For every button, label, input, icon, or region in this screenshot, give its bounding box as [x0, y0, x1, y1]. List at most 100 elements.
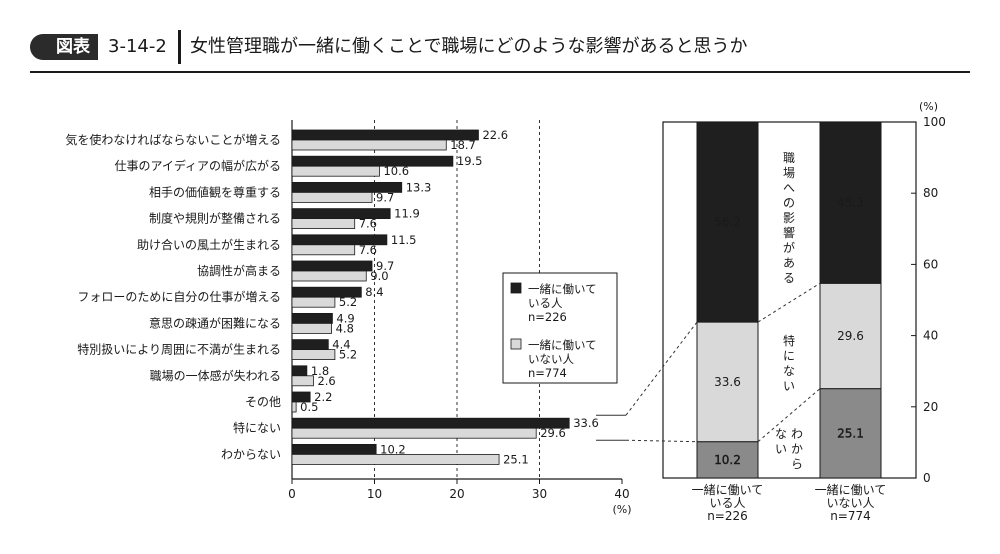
- category-label: 意思の疎通が困難になる: [149, 315, 281, 330]
- data-label: 29.6: [540, 426, 566, 440]
- segment-name-char: る: [783, 271, 795, 285]
- stacked-category-label: n=774: [830, 509, 871, 523]
- data-label: 8.4: [365, 285, 383, 299]
- segment-name-char: い: [775, 442, 787, 456]
- segment-name-char: ら: [791, 457, 803, 471]
- bar-not-worked-with: [291, 375, 314, 387]
- x-tick-label: 10: [367, 487, 382, 501]
- stacked-segment: [696, 441, 759, 479]
- segment-name-char: な: [783, 364, 795, 378]
- segment-name-char: な: [775, 427, 787, 441]
- legend-swatch: [510, 338, 522, 350]
- bar-worked-with: [291, 339, 329, 351]
- bar-worked-with: [291, 391, 311, 403]
- segment-name-char: へ: [783, 181, 795, 195]
- data-label: 4.8: [336, 321, 354, 335]
- stacked-chart-frame: [662, 121, 917, 479]
- y-tick-label: 80: [923, 186, 938, 200]
- bar-not-worked-with: [291, 322, 332, 334]
- bar-worked-with: [291, 312, 333, 324]
- category-label: その他: [245, 395, 281, 409]
- data-label: 10.6: [383, 164, 409, 178]
- bar-not-worked-with: [291, 453, 500, 465]
- segment-name-char: 響: [783, 225, 795, 240]
- stacked-segment: [696, 321, 759, 443]
- figure-header: 図表 3-14-2 女性管理職が一緒に働くことで職場にどのような影響があると思う…: [0, 0, 1000, 73]
- y-tick-label: 60: [923, 257, 938, 271]
- segment-name-char: あ: [783, 256, 795, 270]
- data-label: 33.6: [573, 416, 599, 430]
- header-rule: [30, 71, 970, 73]
- y-tick-label: 40: [923, 329, 938, 343]
- segment-name-char: 特: [783, 333, 795, 348]
- category-label: 気を使わなければならないことが増える: [65, 132, 281, 147]
- segment-name-char: わ: [791, 427, 803, 441]
- data-label: 1.8: [311, 364, 329, 378]
- x-tick-label: 0: [288, 487, 296, 501]
- bar-worked-with: [291, 365, 308, 377]
- category-label: 制度や規則が整備される: [149, 211, 281, 226]
- segment-name-char: か: [791, 442, 803, 456]
- legend-label: いない人: [528, 352, 574, 366]
- legend-label: 一緒に働いて: [528, 338, 597, 352]
- category-label: 特別扱いにより周囲に不満が生まれる: [77, 342, 281, 357]
- data-label: 2.6: [317, 374, 335, 388]
- data-label: 11.5: [391, 233, 417, 247]
- x-tick-label: 20: [449, 487, 464, 501]
- stacked-category-label: いない人: [826, 496, 874, 510]
- bar-worked-with: [291, 417, 570, 429]
- x-tick-label: 40: [614, 487, 629, 501]
- data-label: 18.7: [450, 138, 476, 152]
- legend-label: 一緒に働いて: [528, 282, 597, 296]
- bar-worked-with: [291, 443, 377, 455]
- data-label: 7.6: [359, 243, 377, 257]
- stacked-category-label: n=226: [707, 509, 748, 523]
- data-label: 22.6: [482, 128, 508, 142]
- data-label: 11.9: [394, 207, 420, 221]
- figure-number: 3-14-2: [108, 36, 167, 57]
- data-label: 13.3: [406, 180, 432, 194]
- segment-label: 10.2: [714, 453, 741, 467]
- category-label: 特にない: [233, 420, 281, 435]
- segment-name-char: 職: [783, 151, 795, 165]
- category-label: わからない: [221, 447, 281, 461]
- category-label: 助け合いの風土が生まれる: [137, 237, 281, 252]
- stacked-segment: [819, 121, 882, 284]
- x-tick-label: 30: [532, 487, 547, 501]
- data-label: 19.5: [457, 154, 483, 168]
- bar-not-worked-with: [291, 270, 367, 282]
- data-label: 4.9: [336, 311, 354, 325]
- x-axis-unit: (%): [612, 503, 631, 516]
- bar-not-worked-with: [291, 427, 537, 439]
- data-label: 4.4: [332, 338, 350, 352]
- segment-label: 56.2: [714, 215, 741, 229]
- segment-name-char: 場: [783, 166, 795, 180]
- y-tick-label: 20: [923, 400, 938, 414]
- y-tick-label: 100: [923, 115, 946, 129]
- category-label: フォローのために自分の仕事が増える: [77, 289, 281, 304]
- category-label: 協調性が高まる: [197, 263, 281, 278]
- segment-label: 29.6: [837, 329, 864, 343]
- y-axis-unit: (%): [919, 100, 938, 113]
- data-label: 9.0: [370, 269, 388, 283]
- category-label: 相手の価値観を尊重する: [149, 184, 281, 199]
- data-label: 10.2: [380, 442, 406, 456]
- stacked-category-label: 一緒に働いて: [692, 482, 764, 497]
- bar-not-worked-with: [291, 218, 356, 230]
- data-label: 9.7: [376, 190, 394, 204]
- callout-line: [625, 439, 698, 443]
- bar-not-worked-with: [291, 349, 336, 361]
- data-label: 5.2: [339, 295, 357, 309]
- legend-label: n=226: [528, 310, 567, 324]
- bar-not-worked-with: [291, 296, 336, 308]
- stacked-segment: [696, 121, 759, 323]
- segment-name-char: 影: [783, 211, 795, 225]
- segment-label: 25.1: [837, 426, 864, 440]
- legend-swatch: [510, 282, 522, 294]
- figure-tag: 図表: [30, 34, 98, 60]
- data-label: 7.6: [359, 217, 377, 231]
- legend-label: n=774: [528, 366, 567, 380]
- data-label: 25.1: [503, 452, 529, 466]
- bar-not-worked-with: [291, 165, 380, 177]
- bar-not-worked-with: [291, 401, 297, 413]
